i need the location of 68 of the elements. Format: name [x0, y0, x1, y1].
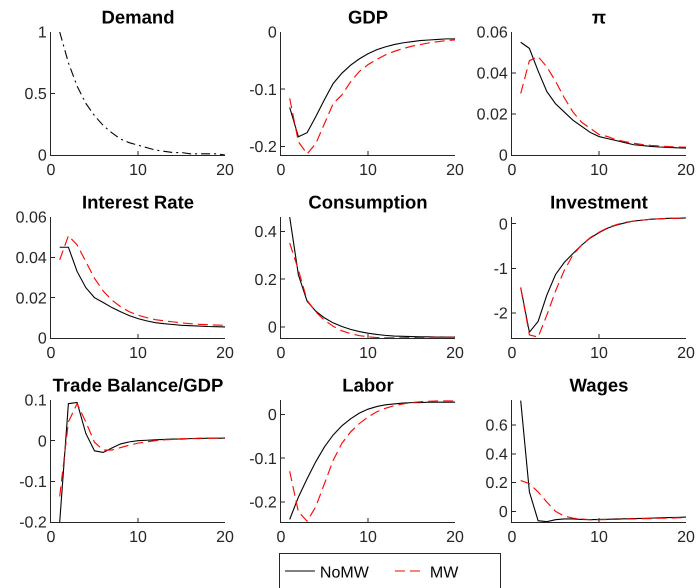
y-tick-label: -1 — [494, 260, 508, 278]
y-tick-label: 1 — [38, 24, 47, 42]
chart-title: Trade Balance/GDP — [52, 374, 224, 396]
y-tick-label: 0 — [268, 320, 277, 337]
x-tick-label: 20 — [216, 345, 234, 362]
y-tick-label: -0.2 — [249, 139, 277, 156]
y-tick-label: 0.02 — [16, 290, 47, 308]
chart-title: Interest Rate — [82, 191, 194, 212]
chart-title: Wages — [570, 374, 628, 396]
x-tick-label: 10 — [129, 529, 147, 546]
chart-title: Consumption — [308, 191, 428, 212]
y-tick-label: 0.04 — [16, 250, 47, 267]
y-tick-label: 0 — [38, 148, 47, 165]
y-tick-label: 0.2 — [486, 475, 508, 492]
line-series — [289, 39, 455, 154]
x-tick-label: 10 — [129, 345, 147, 362]
chart-title: Investment — [550, 191, 648, 212]
legend-label: NoMW — [320, 564, 370, 582]
y-tick-label: 0 — [498, 148, 508, 165]
line-series — [289, 242, 455, 338]
y-tick-label: 0 — [268, 24, 277, 42]
x-tick-label: 20 — [446, 529, 464, 546]
x-tick-label: 20 — [446, 345, 464, 362]
line-series — [59, 32, 225, 155]
y-tick-label: 0.5 — [24, 86, 47, 104]
y-tick-label: 0 — [38, 433, 47, 450]
y-tick-label: 0 — [38, 330, 47, 348]
chart-title: GDP — [348, 6, 388, 28]
y-tick-label: -0.1 — [249, 82, 277, 99]
x-tick-label: 20 — [677, 162, 695, 180]
y-tick-label: 0 — [498, 216, 508, 234]
x-tick-label: 20 — [216, 162, 234, 180]
x-tick-label: 20 — [216, 529, 234, 546]
y-tick-label: -2 — [494, 306, 508, 323]
y-tick-label: 0.02 — [476, 106, 508, 124]
legend-label: MW — [430, 564, 460, 582]
y-tick-label: 0.04 — [476, 66, 508, 83]
y-tick-label: 0.06 — [476, 24, 508, 42]
x-tick-label: 10 — [590, 529, 608, 546]
y-tick-label: -0.2 — [19, 514, 47, 532]
y-tick-label: -0.2 — [249, 494, 277, 512]
y-tick-label: 0.4 — [254, 224, 277, 241]
x-tick-label: 10 — [359, 529, 377, 546]
x-tick-label: 10 — [129, 162, 147, 180]
y-tick-label: 0 — [268, 407, 277, 424]
x-tick-label: 20 — [677, 529, 695, 546]
y-tick-label: -0.1 — [19, 474, 47, 491]
y-tick-label: 0.6 — [486, 418, 508, 435]
x-tick-label: 20 — [446, 162, 464, 180]
y-tick-label: 0 — [498, 504, 508, 521]
x-tick-label: 10 — [590, 162, 608, 180]
y-tick-label: 0.4 — [486, 446, 508, 464]
chart-title: Labor — [342, 374, 394, 396]
x-tick-label: 10 — [359, 162, 377, 180]
line-series — [289, 217, 455, 338]
line-series — [520, 400, 686, 522]
y-tick-label: 0.1 — [24, 392, 47, 410]
line-series — [59, 402, 225, 522]
y-tick-label: 0.06 — [16, 210, 47, 227]
line-series — [289, 38, 455, 138]
x-tick-label: 10 — [590, 345, 608, 362]
x-tick-label: 10 — [359, 345, 377, 362]
y-tick-label: -0.1 — [249, 450, 277, 468]
x-tick-label: 20 — [677, 345, 695, 362]
chart-title: Demand — [102, 6, 174, 28]
line-series — [59, 403, 225, 497]
chart-title: π — [592, 6, 606, 28]
y-tick-label: 0.2 — [254, 272, 277, 289]
